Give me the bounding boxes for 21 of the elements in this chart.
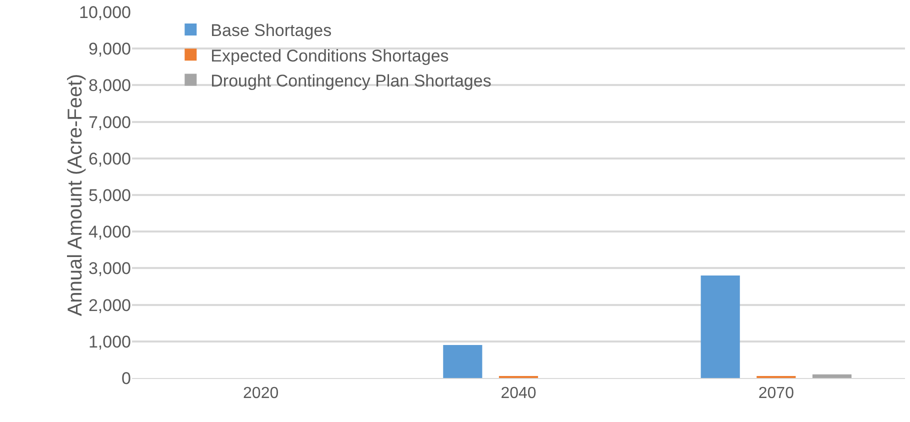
- legend-label: Drought Contingency Plan Shortages: [210, 71, 492, 90]
- bar: [443, 345, 482, 378]
- bar: [812, 374, 852, 378]
- y-tick-label: 9,000: [88, 40, 131, 59]
- y-tick-label: 0: [122, 368, 131, 388]
- legend-label: Base Shortages: [210, 21, 332, 40]
- y-tick-label: 8,000: [88, 76, 131, 96]
- x-tick-label: 2070: [758, 385, 794, 402]
- y-tick-label: 3,000: [88, 259, 131, 278]
- y-tick-label: 4,000: [88, 222, 131, 242]
- x-tick-label: 2020: [243, 385, 279, 402]
- x-tick-label: 2040: [500, 385, 536, 402]
- y-tick-label: 7,000: [88, 112, 131, 132]
- bar: [700, 276, 740, 378]
- y-tick-label: 5,000: [88, 186, 131, 205]
- y-tick-label: 6,000: [88, 149, 131, 168]
- legend-label: Expected Conditions Shortages: [210, 46, 449, 66]
- y-tick-label: 2,000: [88, 296, 131, 315]
- y-tick-label: 10,000: [79, 2, 131, 22]
- y-axis-title: Annual Amount (Acre-Feet): [64, 74, 86, 316]
- y-tick-label: 1,000: [88, 332, 131, 352]
